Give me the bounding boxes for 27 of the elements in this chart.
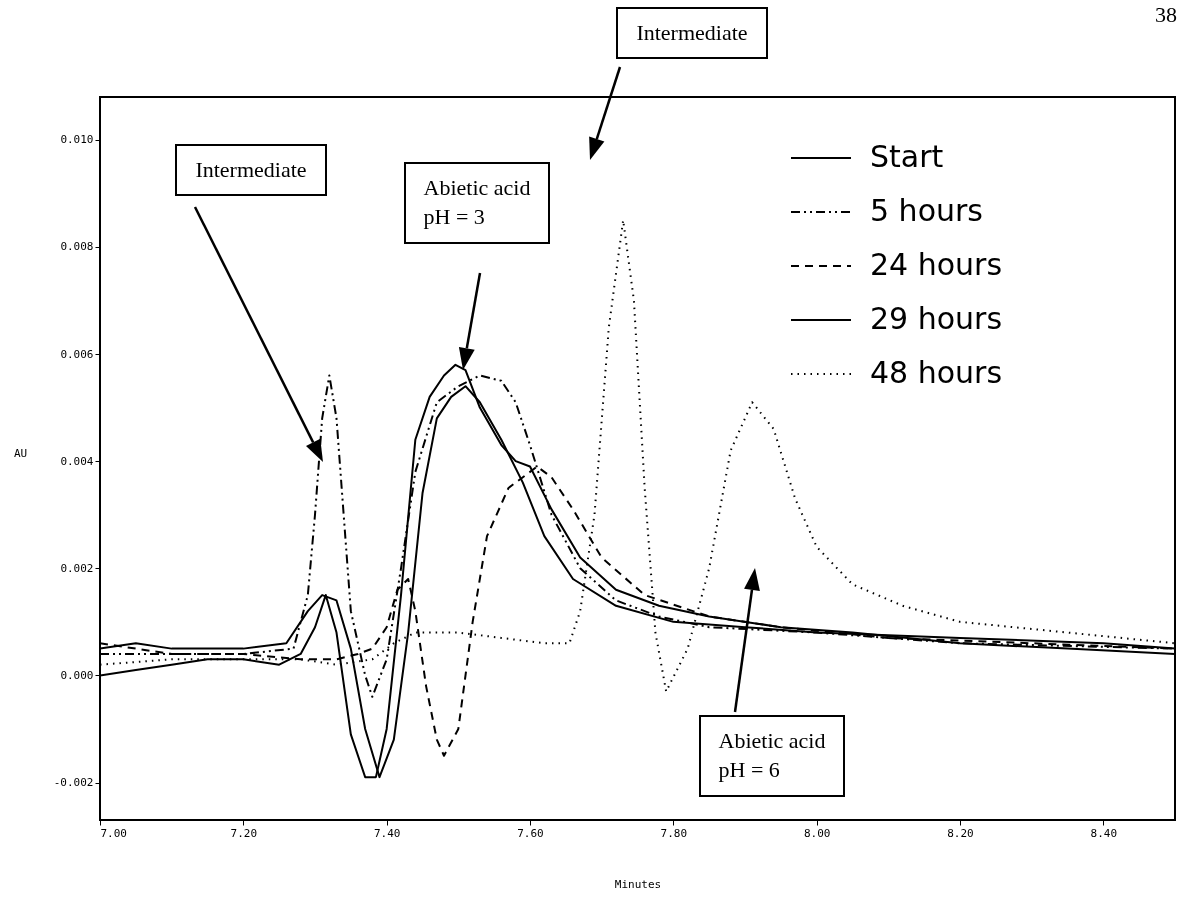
y-tick-label: 0.004 [60, 454, 94, 468]
legend-label: 24 hours [870, 247, 1003, 282]
x-tick-label: 7.20 [230, 826, 258, 840]
y-tick-label: -0.002 [53, 776, 94, 790]
x-tick-label: 7.60 [517, 826, 544, 840]
y-tick-label: 0.000 [60, 668, 94, 682]
text: 38 [1155, 2, 1177, 28]
legend-label: Start [870, 139, 944, 174]
y-tick-label: 0.010 [60, 133, 94, 147]
callout-box: Abietic acid pH = 6 [698, 715, 846, 797]
x-tick-label: 8.20 [947, 826, 974, 840]
legend-label: 48 hours [870, 355, 1003, 390]
y-tick-label: 0.006 [60, 347, 94, 361]
x-tick-label: 8.40 [1090, 826, 1118, 840]
callout-box: Intermediate [616, 6, 768, 60]
y-axis-title: AU [13, 447, 28, 460]
callout-box: Intermediate [175, 143, 327, 197]
x-tick-label: 7.40 [373, 826, 401, 840]
legend-label: 5 hours [870, 193, 983, 228]
y-tick-label: 0.008 [60, 240, 94, 254]
x-axis-title: Minutes [614, 877, 662, 891]
x-tick-label: 8.00 [803, 826, 831, 840]
legend-label: 29 hours [870, 301, 1003, 336]
x-tick-label: 7.00 [100, 826, 127, 840]
callout-box: Abietic acid pH = 3 [403, 162, 551, 244]
y-tick-label: 0.002 [60, 561, 94, 575]
x-tick-label: 7.80 [660, 826, 688, 840]
